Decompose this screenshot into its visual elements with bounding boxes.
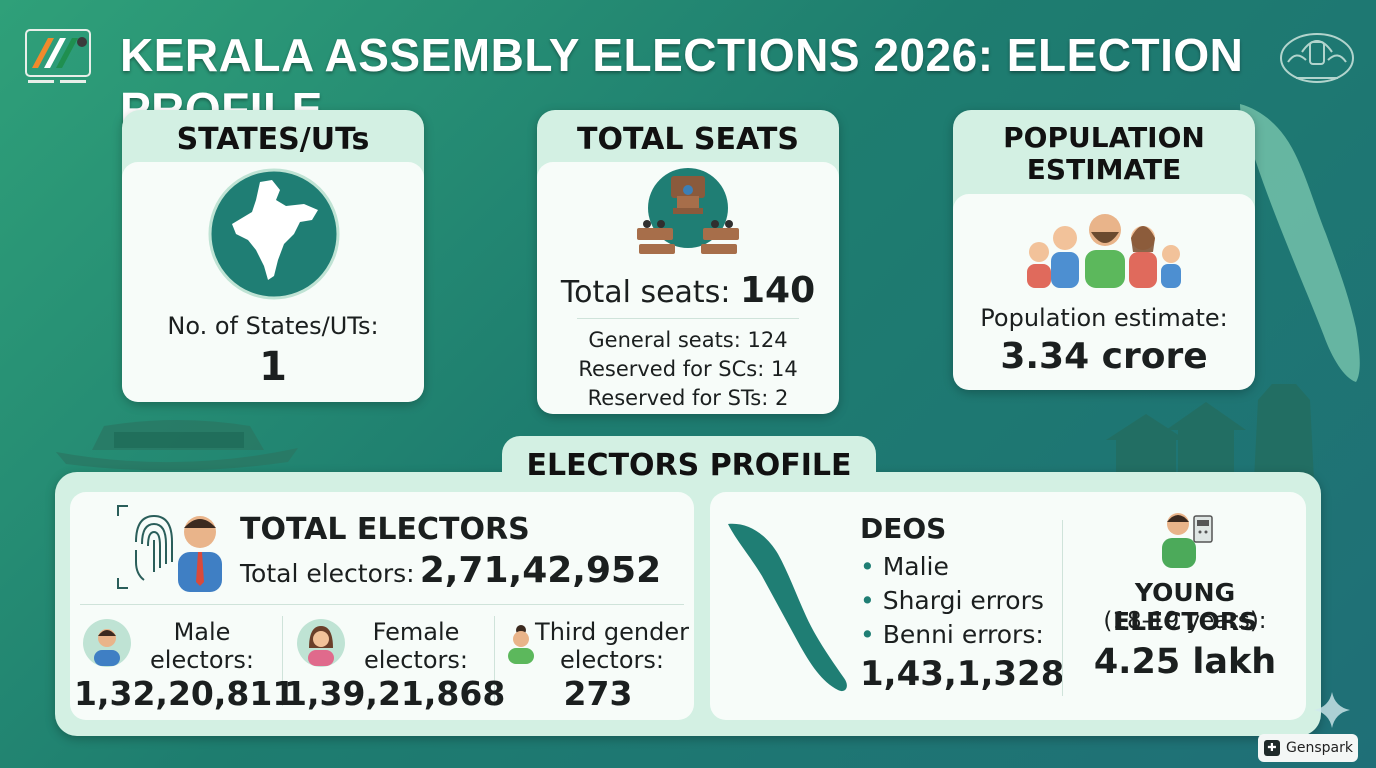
male-electors-value: 1,32,20,811	[74, 674, 296, 713]
total-seats-heading: TOTAL SEATS	[577, 122, 799, 157]
kerala-map-silhouette	[1240, 104, 1360, 382]
electors-profile-heading: ELECTORS PROFILE	[502, 436, 876, 496]
kerala-map-icon	[728, 523, 847, 692]
states-uts-label: No. of States/UTs:	[167, 312, 379, 340]
assembly-hall-icon	[637, 168, 739, 254]
people-group-icon	[1027, 214, 1181, 288]
states-uts-card: STATES/UTs No. of States/UTs: 1	[122, 110, 424, 402]
state-emblem-icon	[1280, 33, 1354, 83]
deos-heading: DEOS	[860, 512, 947, 545]
population-label: Population estimate:	[980, 304, 1228, 332]
population-heading-line2: ESTIMATE	[1026, 153, 1182, 186]
male-elector-icon	[83, 619, 131, 667]
total-electors-heading: TOTAL ELECTORS	[240, 512, 530, 547]
deos-list: • Malie • Shargi errors • Benni errors:	[860, 550, 1044, 652]
third-gender-value: 273	[563, 674, 633, 713]
deos-list-item: • Malie	[860, 552, 949, 581]
fingerprint-voter-icon	[117, 505, 222, 592]
deos-young-electors-card: DEOS • Malie • Shargi errors • Benni err…	[710, 492, 1306, 720]
young-voter-icon	[1162, 513, 1213, 568]
total-seats-label: Total seats:	[560, 275, 731, 310]
male-electors-label-line2: electors:	[150, 646, 254, 674]
states-uts-value: 1	[259, 344, 287, 390]
female-electors-label-line1: Female	[372, 618, 460, 646]
third-gender-elector-icon	[508, 625, 534, 664]
total-electors-row: Total electors: 2,71,42,952	[240, 550, 661, 591]
female-elector-icon	[297, 619, 345, 667]
page-title: KERALA ASSEMBLY ELECTIONS 2026: ELECTION…	[120, 29, 1244, 135]
genspark-watermark: ✚ Genspark	[1258, 734, 1358, 762]
male-electors-label-line1: Male	[173, 618, 231, 646]
young-electors-subheading: (18-19 years):	[1103, 608, 1267, 634]
total-electors-value: 2,71,42,952	[419, 550, 662, 591]
total-electors-label: Total electors:	[240, 559, 415, 588]
female-electors-label-line2: electors:	[364, 646, 468, 674]
total-seats-card: TOTAL SEATS Total seats: 140 Gen	[537, 110, 839, 414]
st-seats-text: Reserved for STs: 2	[587, 386, 789, 410]
female-electors-value: 1,39,21,868	[284, 674, 506, 713]
total-seats-row: Total seats: 140	[537, 270, 839, 311]
states-uts-heading: STATES/UTs	[176, 122, 370, 157]
sc-seats-text: Reserved for SCs: 14	[578, 357, 798, 381]
total-seats-value: 140	[739, 270, 816, 311]
young-electors-value: 4.25 lakh	[1093, 642, 1277, 682]
total-electors-card: TOTAL ELECTORS Total electors: 2,71,42,9…	[70, 492, 694, 720]
third-gender-label-line2: electors:	[560, 646, 664, 674]
india-map-icon	[208, 168, 340, 300]
genspark-logo-icon: ✚	[1264, 740, 1280, 756]
deos-list-item: • Benni errors:	[860, 620, 1044, 649]
general-seats-text: General seats: 124	[588, 328, 788, 352]
election-commission-logo	[25, 29, 91, 83]
population-estimate-card: POPULATION ESTIMATE Population estimate:…	[953, 110, 1255, 390]
population-heading: POPULATION ESTIMATE	[953, 122, 1255, 186]
houseboat-silhouette	[56, 420, 298, 471]
sparkle-icon	[1314, 692, 1350, 728]
deos-list-item: • Shargi errors	[860, 586, 1044, 615]
deos-value: 1,43,1,328	[860, 654, 1065, 694]
young-electors-heading: YOUNG ELECTORS	[1113, 578, 1257, 636]
temple-silhouette	[1106, 384, 1314, 480]
population-value: 3.34 crore	[1000, 336, 1208, 377]
genspark-watermark-text: Genspark	[1286, 740, 1353, 756]
population-heading-line1: POPULATION	[1003, 121, 1205, 154]
third-gender-label-line1: Third gender	[535, 618, 689, 646]
